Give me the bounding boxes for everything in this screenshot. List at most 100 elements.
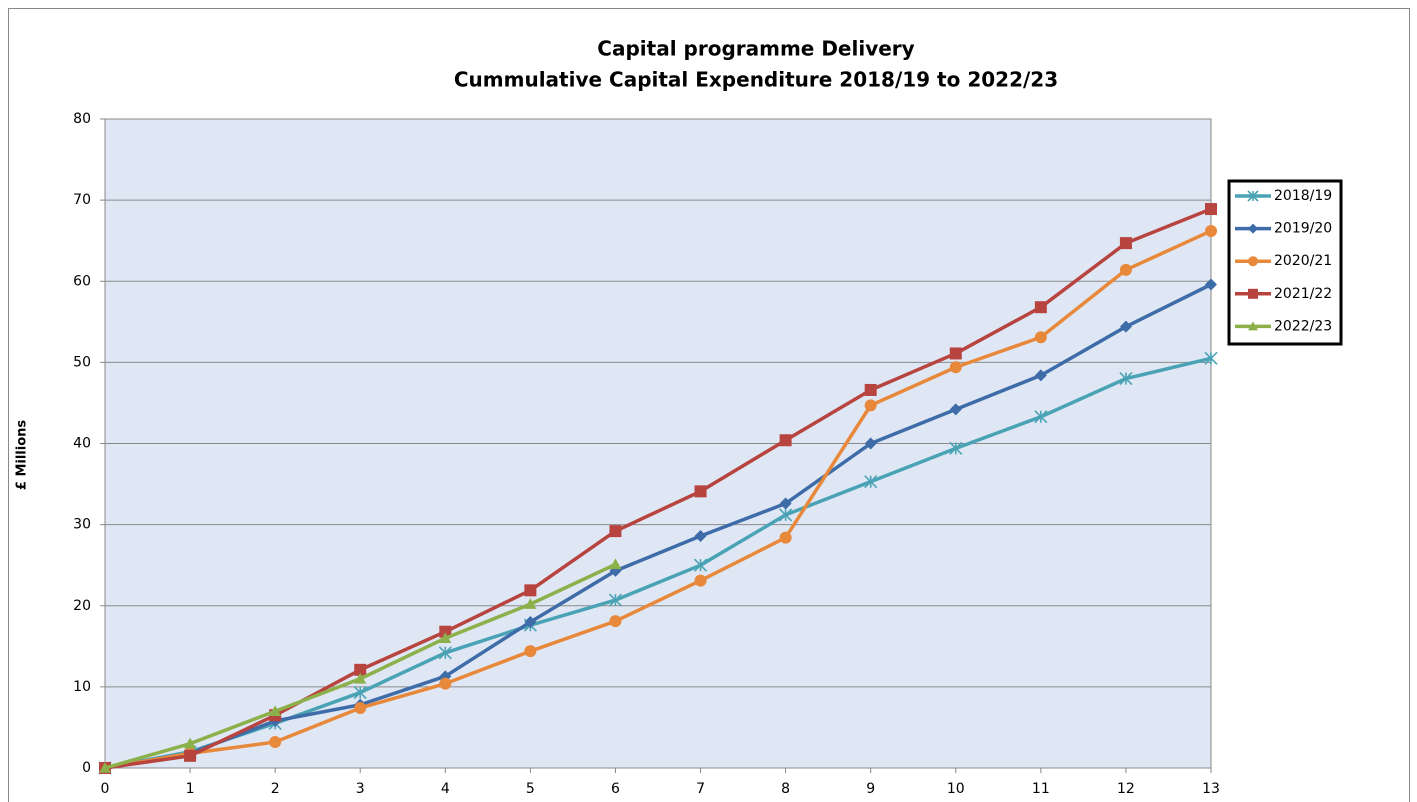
marker-square bbox=[439, 625, 452, 638]
marker-shape bbox=[694, 529, 707, 542]
marker-asterisk bbox=[1119, 372, 1133, 386]
y-tick-label: 40 bbox=[73, 436, 91, 452]
x-tick-label: 4 bbox=[441, 781, 450, 797]
legend-label: 2020/21 bbox=[1274, 253, 1332, 269]
y-tick-label: 0 bbox=[82, 760, 91, 776]
marker-circle bbox=[524, 645, 537, 658]
marker-shape bbox=[354, 672, 367, 684]
marker-shape bbox=[269, 736, 282, 749]
marker-shape bbox=[609, 558, 622, 570]
marker-triangle bbox=[439, 632, 452, 643]
marker-shape bbox=[184, 749, 197, 762]
marker-shape bbox=[1248, 321, 1258, 331]
y-tick-label: 30 bbox=[73, 517, 91, 533]
marker-triangle bbox=[609, 558, 622, 570]
marker-shape bbox=[1248, 223, 1258, 234]
marker-shape bbox=[524, 584, 537, 597]
marker-shape bbox=[439, 632, 452, 643]
marker-diamond bbox=[949, 403, 962, 416]
chart-subtitle: Cummulative Capital Expenditure 2018/19 … bbox=[454, 68, 1058, 92]
marker-circle bbox=[694, 574, 707, 587]
marker-shape bbox=[779, 434, 792, 447]
marker-shape bbox=[864, 399, 877, 412]
marker-square bbox=[609, 525, 622, 538]
marker-square bbox=[354, 663, 367, 676]
x-tick-label: 11 bbox=[1032, 781, 1050, 797]
marker-asterisk bbox=[693, 558, 708, 572]
legend-label: 2022/23 bbox=[1274, 318, 1332, 334]
marker-square bbox=[864, 383, 877, 396]
marker-shape bbox=[1205, 224, 1217, 237]
x-tick-label: 0 bbox=[101, 781, 110, 797]
marker-diamond bbox=[779, 497, 792, 510]
series-line bbox=[104, 229, 1212, 770]
marker-circle bbox=[779, 531, 792, 544]
marker-shape bbox=[949, 361, 962, 374]
marker-circle bbox=[1205, 224, 1217, 237]
marker-square bbox=[1119, 237, 1132, 250]
marker-triangle bbox=[269, 705, 282, 717]
marker-diamond bbox=[524, 615, 537, 628]
marker-shape bbox=[439, 677, 452, 690]
marker-square bbox=[184, 749, 197, 762]
marker-asterisk bbox=[438, 646, 452, 660]
marker-triangle bbox=[524, 598, 537, 609]
marker-square bbox=[949, 347, 962, 360]
marker-shape bbox=[1248, 288, 1258, 299]
marker-shape bbox=[439, 625, 452, 638]
marker-shape bbox=[1119, 263, 1132, 276]
legend-label: 2021/22 bbox=[1274, 286, 1332, 302]
marker-shape bbox=[1205, 203, 1217, 216]
marker-shape bbox=[99, 762, 111, 773]
marker-shape bbox=[609, 525, 622, 538]
legend-label: 2019/20 bbox=[1274, 221, 1332, 237]
marker-shape bbox=[779, 531, 792, 544]
marker-shape bbox=[1034, 369, 1047, 382]
x-tick-label: 9 bbox=[866, 781, 875, 797]
marker-triangle bbox=[184, 737, 197, 749]
x-tick-label: 12 bbox=[1117, 781, 1135, 797]
legend-label: 2018/19 bbox=[1274, 188, 1332, 204]
marker-diamond bbox=[1248, 223, 1258, 234]
x-tick-label: 13 bbox=[1202, 781, 1220, 797]
marker-square bbox=[1205, 203, 1217, 216]
marker-asterisk bbox=[353, 685, 367, 700]
marker-asterisk bbox=[1247, 190, 1259, 202]
series-line bbox=[104, 207, 1212, 770]
y-tick-label: 60 bbox=[73, 273, 91, 289]
marker-diamond bbox=[1034, 369, 1047, 382]
marker-square bbox=[1248, 288, 1258, 299]
marker-shape bbox=[524, 645, 537, 658]
marker-circle bbox=[1034, 331, 1047, 344]
marker-square bbox=[1034, 301, 1047, 314]
marker-circle bbox=[609, 615, 622, 628]
y-tick-label: 50 bbox=[73, 354, 91, 370]
y-tick-label: 20 bbox=[73, 598, 91, 614]
x-tick-label: 2 bbox=[271, 781, 280, 797]
marker-circle bbox=[949, 361, 962, 374]
marker-shape bbox=[864, 437, 877, 450]
marker-shape bbox=[184, 737, 197, 749]
marker-shape bbox=[269, 705, 282, 717]
marker-shape bbox=[864, 383, 877, 396]
marker-shape bbox=[1205, 278, 1217, 291]
x-tick-label: 1 bbox=[186, 781, 195, 797]
chart-title: Capital programme Delivery bbox=[597, 37, 914, 61]
marker-triangle bbox=[99, 762, 111, 773]
marker-circle bbox=[864, 399, 877, 412]
x-tick-label: 7 bbox=[696, 781, 705, 797]
x-tick-label: 5 bbox=[526, 781, 535, 797]
marker-asterisk bbox=[864, 475, 878, 489]
marker-asterisk bbox=[1034, 410, 1048, 424]
marker-shape bbox=[694, 485, 707, 498]
marker-triangle bbox=[354, 672, 367, 684]
marker-diamond bbox=[694, 529, 707, 542]
marker-asterisk bbox=[1204, 351, 1218, 365]
marker-diamond bbox=[1119, 320, 1132, 333]
marker-shape bbox=[1034, 331, 1047, 344]
marker-shape bbox=[949, 347, 962, 360]
x-tick-label: 6 bbox=[611, 781, 620, 797]
x-tick-label: 3 bbox=[356, 781, 365, 797]
x-tick-label: 10 bbox=[947, 781, 965, 797]
